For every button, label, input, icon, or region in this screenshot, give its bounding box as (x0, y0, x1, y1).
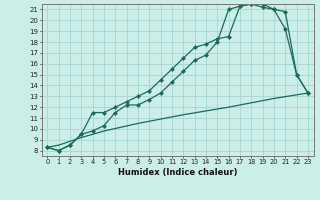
X-axis label: Humidex (Indice chaleur): Humidex (Indice chaleur) (118, 168, 237, 177)
